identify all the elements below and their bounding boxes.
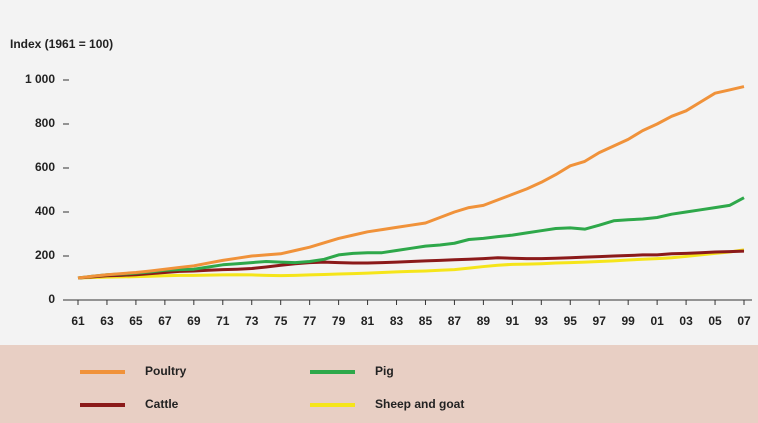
legend-background xyxy=(0,345,758,423)
x-tick-label: 79 xyxy=(332,314,346,328)
x-tick-label: 77 xyxy=(303,314,317,328)
y-tick-label: 400 xyxy=(35,204,55,218)
x-tick-label: 89 xyxy=(477,314,491,328)
x-tick-label: 69 xyxy=(187,314,201,328)
x-tick-label: 91 xyxy=(506,314,520,328)
x-tick-label: 67 xyxy=(158,314,172,328)
x-tick-label: 85 xyxy=(419,314,433,328)
x-tick-label: 63 xyxy=(100,314,114,328)
x-tick-label: 97 xyxy=(593,314,607,328)
series-line xyxy=(77,85,745,280)
x-tick-label: 83 xyxy=(390,314,404,328)
y-tick-label: 800 xyxy=(35,116,55,130)
y-axis-label: Index (1961 = 100) xyxy=(10,37,113,51)
x-tick-label: 81 xyxy=(361,314,375,328)
x-tick-label: 75 xyxy=(274,314,288,328)
y-tick-label: 600 xyxy=(35,160,55,174)
x-tick-label: 71 xyxy=(216,314,230,328)
y-tick-label: 0 xyxy=(48,292,55,306)
plot-background xyxy=(0,0,758,345)
x-tick-label: 03 xyxy=(679,314,693,328)
x-tick-label: 05 xyxy=(708,314,722,328)
legend-label: Poultry xyxy=(145,364,187,378)
x-tick-label: 73 xyxy=(245,314,259,328)
x-tick-label: 61 xyxy=(71,314,85,328)
x-tick-label: 87 xyxy=(448,314,462,328)
series-line xyxy=(77,249,745,280)
x-tick-label: 95 xyxy=(564,314,578,328)
legend-label: Pig xyxy=(375,364,394,378)
x-tick-label: 01 xyxy=(650,314,664,328)
x-tick-label: 99 xyxy=(621,314,635,328)
y-tick-label: 200 xyxy=(35,248,55,262)
series-line xyxy=(77,248,745,280)
x-tick-label: 07 xyxy=(737,314,751,328)
legend-label: Sheep and goat xyxy=(375,397,464,411)
legend-label: Cattle xyxy=(145,397,179,411)
x-tick-label: 93 xyxy=(535,314,549,328)
series-line xyxy=(77,196,745,280)
x-tick-label: 65 xyxy=(129,314,143,328)
y-tick-label: 1 000 xyxy=(25,72,55,86)
